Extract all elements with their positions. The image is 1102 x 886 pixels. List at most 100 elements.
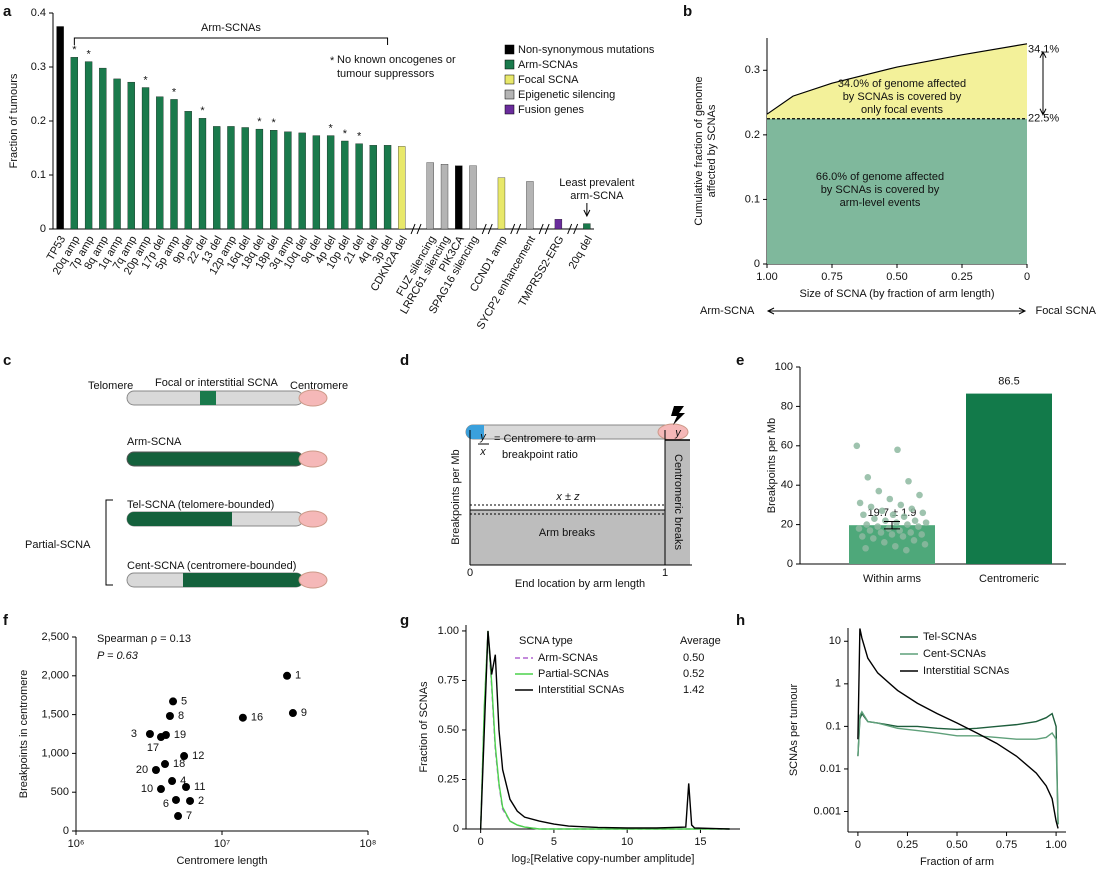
x-tick-label: 10 [621, 836, 633, 848]
data-point [922, 519, 930, 526]
asterisk: * [200, 105, 205, 117]
data-point [875, 487, 883, 495]
scna-segment [183, 573, 303, 587]
centromere [298, 571, 328, 589]
series-line [857, 628, 1059, 829]
point-label: 3 [131, 728, 137, 740]
legend-label: Interstitial SCNAs [923, 665, 1010, 677]
bar [369, 145, 377, 230]
centromeric-breaks-label: Centromeric breaks [672, 454, 684, 550]
x-tick-label: 15 [694, 836, 706, 848]
panel-label: f [3, 612, 9, 629]
bar [526, 181, 534, 230]
legend-label: Cent-SCNAs [923, 648, 986, 660]
panel-label: g [400, 612, 409, 629]
x-tick-label: 0.75 [996, 839, 1017, 851]
y-tick-label: 0.50 [438, 724, 459, 736]
panel-label: d [400, 352, 409, 369]
centromeric-breaks-area [665, 440, 690, 565]
x-axis-label: log₂[Relative copy-number amplitude] [512, 853, 695, 865]
x-tick-label: 0 [855, 839, 861, 851]
data-point [907, 529, 914, 536]
point-label: 5 [181, 695, 187, 707]
bar [469, 165, 477, 230]
point-label: 9 [301, 707, 307, 719]
x-tick-label: 0 [467, 567, 473, 579]
bar [198, 118, 207, 230]
data-point [908, 505, 916, 513]
data-point [151, 766, 160, 775]
y-axis-label: SCNAs per tumour [788, 684, 800, 777]
bar [298, 132, 306, 230]
value-label: 86.5 [998, 376, 1019, 388]
focal-area [767, 43, 1027, 119]
x-tick-label: 0.75 [821, 271, 842, 283]
data-point [896, 527, 903, 534]
data-point [182, 783, 191, 792]
y-tick-label: 0.2 [31, 115, 46, 127]
data-point [870, 535, 877, 542]
point-label: 1 [295, 670, 301, 682]
data-point [911, 517, 919, 524]
axis-break [567, 223, 579, 235]
y-tick-label: 0.01 [820, 763, 841, 775]
x-tick-label: 0 [478, 836, 484, 848]
y-tick-label: 20 [781, 519, 793, 531]
bar [227, 126, 235, 230]
y-tick-label: 0.001 [813, 805, 841, 817]
average-label: 0.50 [683, 652, 704, 664]
note: No known oncogenes or [337, 54, 456, 66]
axis-break [481, 223, 493, 235]
y-tick-label: 0.75 [438, 674, 459, 686]
panel-label: a [3, 3, 12, 20]
bar [127, 81, 135, 230]
y-tick-label: 0.1 [826, 720, 841, 732]
data-point [855, 525, 863, 532]
legend-title: Average [680, 635, 721, 647]
data-point [889, 511, 897, 519]
focal-curve [766, 43, 1028, 115]
series-line [857, 710, 1059, 825]
point-label: 16 [251, 712, 263, 724]
panel-label: b [683, 3, 692, 20]
mean-label: x ± z [555, 491, 580, 503]
row-label: Arm-SCNA [127, 436, 182, 448]
point-label: 7 [186, 810, 192, 822]
y-tick-label: 0.4 [31, 7, 46, 19]
legend-label: Arm-SCNAs [518, 59, 578, 71]
axis-break [410, 223, 422, 235]
level-label: 22.5% [1028, 113, 1059, 125]
bar [341, 140, 349, 230]
bracket-label: Arm-SCNAs [201, 22, 261, 34]
bar [583, 223, 591, 230]
data-point [862, 544, 869, 552]
x-axis-label: Centromere length [176, 855, 267, 867]
y-axis-label: affected by SCNAs [706, 104, 718, 197]
panel-label: c [3, 352, 11, 369]
legend-label: Interstitial SCNAs [538, 684, 625, 696]
data-point [863, 521, 870, 528]
arm-breaks-label: Arm breaks [539, 527, 596, 539]
arrow-head [766, 307, 775, 315]
bar [455, 165, 463, 230]
data-point [860, 511, 867, 519]
point-label: 6 [163, 798, 169, 810]
centromere-label: Centromere [290, 380, 348, 392]
bar [113, 78, 121, 230]
data-point [921, 541, 929, 548]
data-point [174, 812, 183, 821]
y-tick-label: 0 [40, 223, 46, 235]
y-tick-label: 500 [51, 786, 69, 798]
y-tick-label: 1 [835, 678, 841, 690]
data-point [161, 760, 170, 769]
x-axis-label: Size of SCNA (by fraction of arm length) [799, 288, 994, 300]
y-tick-label: 0 [754, 258, 760, 270]
x-tick-label: 1 [662, 567, 668, 579]
area-note: 66.0% of genome affected [816, 171, 944, 183]
point-label: 20 [136, 764, 148, 776]
x-tick-label: 1.00 [1045, 839, 1066, 851]
point-label: 10 [141, 783, 153, 795]
break-icon [671, 406, 685, 425]
data-point [180, 752, 189, 761]
